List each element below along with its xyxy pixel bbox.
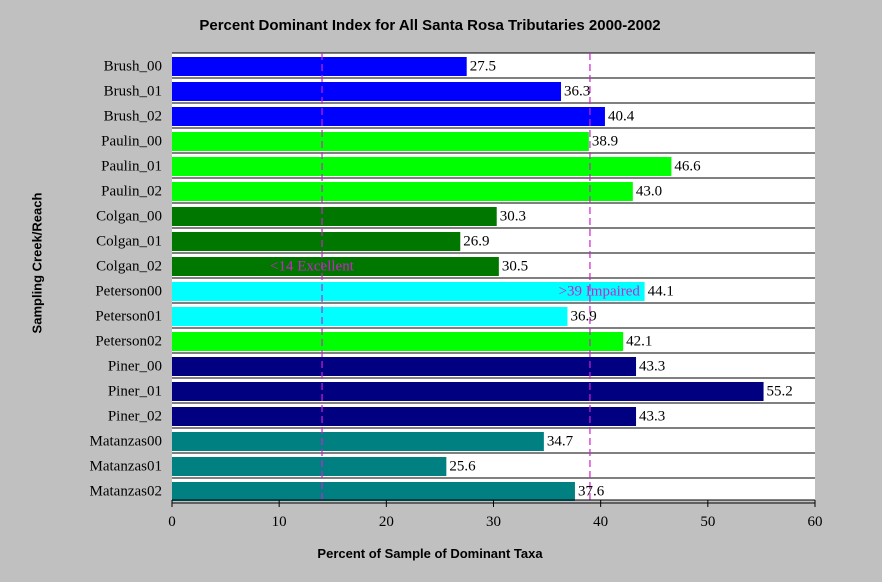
category-label: Piner_00 xyxy=(108,359,162,375)
bar xyxy=(172,482,575,501)
value-label: 42.1 xyxy=(626,334,652,350)
bar xyxy=(172,257,499,276)
x-tick-label: 0 xyxy=(168,514,176,530)
bar xyxy=(172,307,568,326)
category-label: Colgan_02 xyxy=(96,259,162,275)
value-label: 43.0 xyxy=(636,184,662,200)
category-label: Peterson01 xyxy=(95,309,162,325)
bar xyxy=(172,332,624,351)
value-label: 36.9 xyxy=(570,309,596,325)
bar xyxy=(172,232,461,251)
reference-line-label: <14 Excellent xyxy=(270,259,355,275)
x-tick-label: 50 xyxy=(700,514,715,530)
reference-lines: <14 Excellent >39 Impaired xyxy=(270,53,640,500)
bar xyxy=(172,157,672,176)
bar xyxy=(172,207,497,226)
value-label: 37.6 xyxy=(578,484,605,500)
x-tick-label: 60 xyxy=(808,514,823,530)
bar xyxy=(172,357,637,376)
x-tick-label: 40 xyxy=(593,514,608,530)
x-tick-label: 20 xyxy=(379,514,394,530)
value-label: 46.6 xyxy=(674,159,701,175)
bar xyxy=(172,82,562,101)
x-axis: 0 10 20 30 40 50 60 xyxy=(168,499,823,530)
bar xyxy=(172,432,544,451)
category-label: Piner_01 xyxy=(108,384,162,400)
bar xyxy=(172,182,633,201)
value-label: 43.3 xyxy=(639,359,665,375)
value-label: 38.9 xyxy=(592,134,618,150)
value-label: 34.7 xyxy=(547,434,574,450)
bar xyxy=(172,457,447,476)
category-label: Peterson00 xyxy=(95,284,162,300)
category-label: Piner_02 xyxy=(108,409,162,425)
category-label: Colgan_00 xyxy=(96,209,162,225)
value-label: 40.4 xyxy=(608,109,635,125)
chart-title: Percent Dominant Index for All Santa Ros… xyxy=(199,17,661,34)
value-label: 26.9 xyxy=(463,234,489,250)
bar xyxy=(172,382,764,401)
category-label: Matanzas02 xyxy=(90,484,162,500)
category-label: Brush_01 xyxy=(104,84,162,100)
x-tick-label: 30 xyxy=(486,514,501,530)
category-label: Paulin_01 xyxy=(101,159,162,175)
category-label: Brush_00 xyxy=(104,59,162,75)
value-label: 27.5 xyxy=(470,59,496,75)
x-tick-label: 10 xyxy=(272,514,287,530)
value-label: 44.1 xyxy=(648,284,674,300)
reference-line-label: >39 Impaired xyxy=(559,284,641,300)
category-label: Brush_02 xyxy=(104,109,162,125)
value-label: 43.3 xyxy=(639,409,665,425)
labels: 27.5 Brush_00 36.3 Brush_01 40.4 Brush_02 38.9… xyxy=(90,59,793,500)
bar xyxy=(172,107,605,126)
x-axis-title: Percent of Sample of Dominant Taxa xyxy=(317,546,543,561)
category-label: Colgan_01 xyxy=(96,234,162,250)
category-label: Paulin_00 xyxy=(101,134,162,150)
value-label: 55.2 xyxy=(767,384,793,400)
value-label: 30.5 xyxy=(502,259,528,275)
bars xyxy=(172,57,764,501)
category-label: Paulin_02 xyxy=(101,184,162,200)
category-label: Peterson02 xyxy=(95,334,162,350)
bar xyxy=(172,57,467,76)
bar xyxy=(172,282,645,301)
y-axis-title: Sampling Creek/Reach xyxy=(29,192,45,334)
category-label: Matanzas00 xyxy=(90,434,162,450)
category-label: Matanzas01 xyxy=(90,459,162,475)
bar xyxy=(172,132,589,151)
value-label: 36.3 xyxy=(564,84,590,100)
bar xyxy=(172,407,637,426)
value-label: 30.3 xyxy=(500,209,526,225)
value-label: 25.6 xyxy=(449,459,476,475)
